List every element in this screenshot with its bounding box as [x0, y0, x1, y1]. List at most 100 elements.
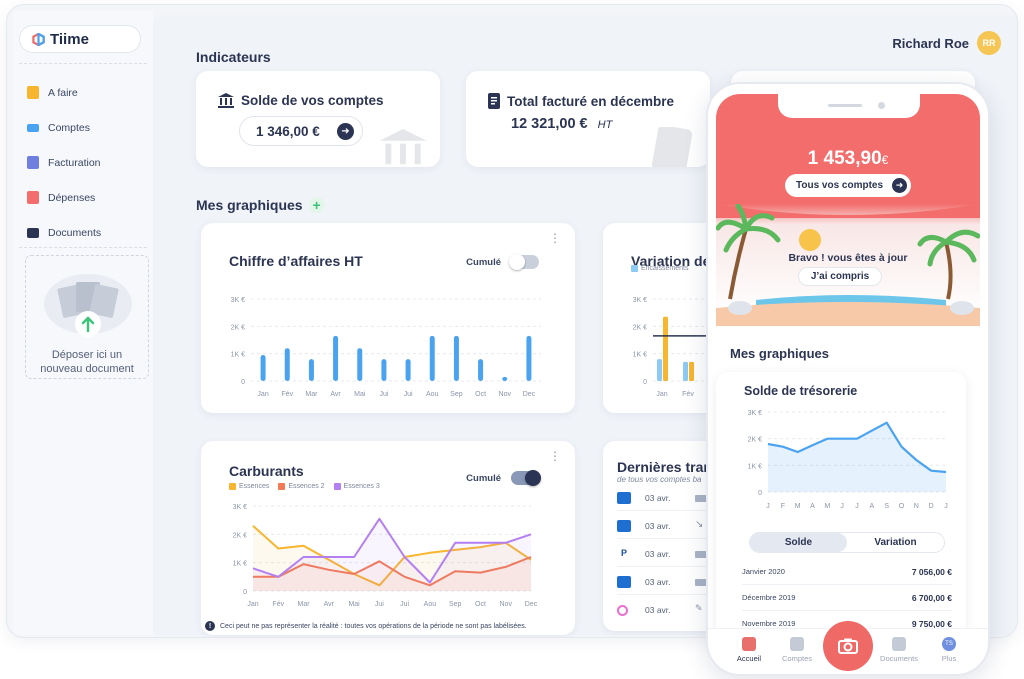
y-tick-label: 2K €: [231, 324, 246, 331]
bank-logo-icon: [617, 491, 631, 504]
camera-button[interactable]: [823, 621, 873, 671]
tab-documents[interactable]: Documents: [874, 637, 924, 663]
sidebar-item-facturation[interactable]: Facturation: [27, 145, 101, 180]
revenue-cumul-toggle[interactable]: Cumulé: [466, 254, 539, 270]
bar: [657, 359, 662, 381]
disclaimer-text: Ceci peut ne pas représenter la réalité …: [220, 622, 527, 630]
dropzone-text: Déposer ici un nouveau document: [26, 348, 148, 376]
add-graph-button[interactable]: +: [308, 197, 325, 213]
treasury-row[interactable]: Décembre 2019 6 700,00 €: [742, 585, 952, 611]
treasury-row[interactable]: Janvier 2020 7 056,00 €: [742, 559, 952, 585]
bar: [683, 361, 688, 381]
phone-tab-bar: Accueil Comptes Documents TS Plus: [708, 621, 988, 674]
toggle-switch[interactable]: [511, 470, 541, 486]
more-options-icon[interactable]: ⋮: [549, 231, 561, 245]
sidebar: Tiime A faire Comptes Facturation Dépens…: [13, 11, 153, 635]
bar: [333, 335, 339, 381]
row-value: 7 056,00 €: [911, 566, 952, 577]
invoice-icon: [488, 93, 500, 109]
seg-solde[interactable]: Solde: [750, 533, 847, 552]
revenue-chart: 0 1K € 2K € 3K € Jan Fév Mar Avr Mai Jui Jui Aou Sep…: [231, 297, 541, 398]
document-dropzone[interactable]: Déposer ici un nouveau document: [25, 255, 149, 379]
app-logo[interactable]: Tiime: [19, 25, 141, 53]
x-tick-label: Sep: [450, 391, 463, 398]
arrow-right-icon: ➜: [337, 122, 354, 140]
transaction-row[interactable]: P 03 avr.: [617, 541, 717, 567]
transaction-row[interactable]: 03 avr.: [617, 513, 717, 539]
tab-label: Plus: [941, 654, 957, 663]
home-icon: [742, 637, 756, 651]
invoiced-suffix: HT: [597, 119, 613, 131]
more-options-icon[interactable]: ⋮: [549, 449, 561, 463]
legend-label: Essences: [239, 483, 270, 490]
sidebar-item-depenses[interactable]: Dépenses: [27, 180, 101, 215]
sidebar-item-label: A faire: [48, 86, 78, 99]
x-tick-label: Dec: [523, 391, 536, 398]
series-line: [767, 421, 947, 474]
x-tick-label: Jui: [404, 391, 413, 398]
bar: [689, 361, 694, 381]
x-tick-label: M: [795, 503, 801, 510]
divider: [19, 63, 147, 64]
transaction-date: 03 avr.: [645, 605, 671, 615]
user-menu[interactable]: Richard Roe RR: [892, 31, 1001, 55]
fuel-cumul-toggle[interactable]: Cumulé: [466, 470, 541, 486]
x-tick-label: Dec: [525, 601, 538, 608]
series-area: [253, 518, 531, 591]
x-tick-label: Jui: [375, 601, 384, 608]
got-it-button[interactable]: J’ai compris: [798, 267, 882, 286]
sidebar-item-documents[interactable]: Documents: [27, 215, 101, 250]
tab-comptes[interactable]: Comptes: [772, 637, 822, 663]
documents-icon: [892, 637, 906, 651]
legend-label: Encaissements: [641, 265, 689, 272]
tab-label: Accueil: [736, 654, 762, 663]
x-tick-label: Mar: [298, 601, 311, 608]
bar: [526, 335, 532, 381]
phone-header: 1 453,90€ Tous vos comptes ➜: [716, 94, 980, 219]
x-tick-label: Sep: [449, 601, 462, 608]
series-area: [768, 422, 946, 492]
x-tick-label: Avr: [330, 391, 341, 398]
row-label: Décembre 2019: [742, 593, 796, 602]
tab-plus[interactable]: TS Plus: [924, 637, 974, 663]
treasury-segmented-control[interactable]: Solde Variation: [749, 532, 945, 553]
x-tick-label: Oct: [475, 601, 486, 608]
toggle-switch[interactable]: [509, 254, 539, 270]
revenue-chart-card: Chiffre d’affaires HT Cumulé ⋮ 0 1K € 2K €…: [201, 223, 575, 413]
receipt-icon: [27, 191, 39, 204]
x-tick-label: Aou: [424, 601, 437, 608]
x-tick-label: Mar: [305, 391, 318, 398]
seg-variation[interactable]: Variation: [874, 537, 917, 548]
x-tick-label: Mai: [348, 601, 360, 608]
y-tick-label: 2K €: [748, 437, 763, 444]
all-accounts-button[interactable]: Tous vos comptes ➜: [785, 174, 911, 197]
invoice-icon: [27, 156, 39, 169]
divider: [19, 247, 147, 248]
transaction-row[interactable]: 03 avr.: [617, 597, 717, 623]
bar: [478, 359, 484, 381]
card-payment-icon: [695, 551, 707, 558]
bar: [502, 376, 508, 381]
sidebar-item-a-faire[interactable]: A faire: [27, 75, 101, 110]
revenue-chart-title: Chiffre d’affaires HT: [229, 253, 363, 269]
series-line: [252, 525, 532, 587]
all-accounts-label: Tous vos comptes: [796, 180, 884, 191]
sidebar-item-label: Dépenses: [48, 191, 96, 204]
tab-accueil[interactable]: Accueil: [724, 637, 774, 663]
row-label: Janvier 2020: [742, 567, 785, 576]
y-tick-label: 3K €: [748, 410, 763, 417]
transaction-row[interactable]: 03 avr.: [617, 569, 717, 595]
arrow-right-icon: ➜: [892, 178, 907, 193]
fuel-legend: Essences Essences 2 Essences 3: [229, 483, 389, 490]
balance-value-button[interactable]: 1 346,00 € ➜: [239, 116, 363, 146]
app-name: Tiime: [50, 30, 89, 48]
bar: [308, 359, 314, 381]
x-tick-label: Jan: [247, 601, 258, 608]
balance-card[interactable]: Solde de vos comptes 1 346,00 € ➜: [196, 71, 440, 167]
series-area: [253, 557, 531, 591]
transaction-row[interactable]: 03 avr.: [617, 485, 717, 511]
x-tick-label: M: [824, 503, 830, 510]
y-tick-label: 2K €: [633, 324, 648, 331]
invoiced-card[interactable]: Total facturé en décembre 12 321,00 € HT: [466, 71, 710, 167]
sidebar-item-comptes[interactable]: Comptes: [27, 110, 101, 145]
